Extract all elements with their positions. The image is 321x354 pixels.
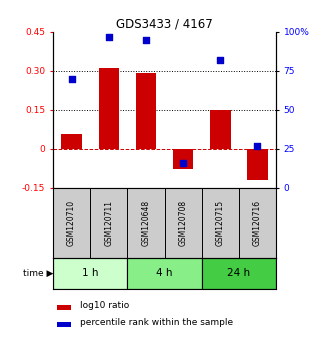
- Point: [106, 34, 111, 39]
- Bar: [57, 322, 71, 327]
- Text: GSM120710: GSM120710: [67, 200, 76, 246]
- Bar: [57, 305, 71, 310]
- Point: [180, 160, 186, 166]
- Bar: [173, 149, 193, 170]
- Bar: [210, 110, 230, 149]
- Text: percentile rank within the sample: percentile rank within the sample: [80, 318, 233, 327]
- Bar: [247, 149, 268, 180]
- Bar: [61, 135, 82, 149]
- Point: [218, 57, 223, 63]
- Text: GSM120648: GSM120648: [142, 200, 151, 246]
- Text: log10 ratio: log10 ratio: [80, 301, 129, 310]
- Text: 1 h: 1 h: [82, 268, 99, 279]
- Text: GSM120711: GSM120711: [104, 200, 113, 246]
- Point: [143, 37, 149, 42]
- Title: GDS3433 / 4167: GDS3433 / 4167: [116, 18, 213, 31]
- Bar: [136, 73, 156, 149]
- Bar: [202, 258, 276, 289]
- Text: 24 h: 24 h: [227, 268, 250, 279]
- Bar: [99, 68, 119, 149]
- Text: 4 h: 4 h: [156, 268, 173, 279]
- Text: GSM120715: GSM120715: [216, 200, 225, 246]
- Point: [255, 143, 260, 148]
- Bar: [127, 258, 202, 289]
- Point: [69, 76, 74, 81]
- Text: GSM120708: GSM120708: [178, 200, 187, 246]
- Bar: [53, 258, 127, 289]
- Text: GSM120716: GSM120716: [253, 200, 262, 246]
- Text: time ▶: time ▶: [22, 269, 53, 278]
